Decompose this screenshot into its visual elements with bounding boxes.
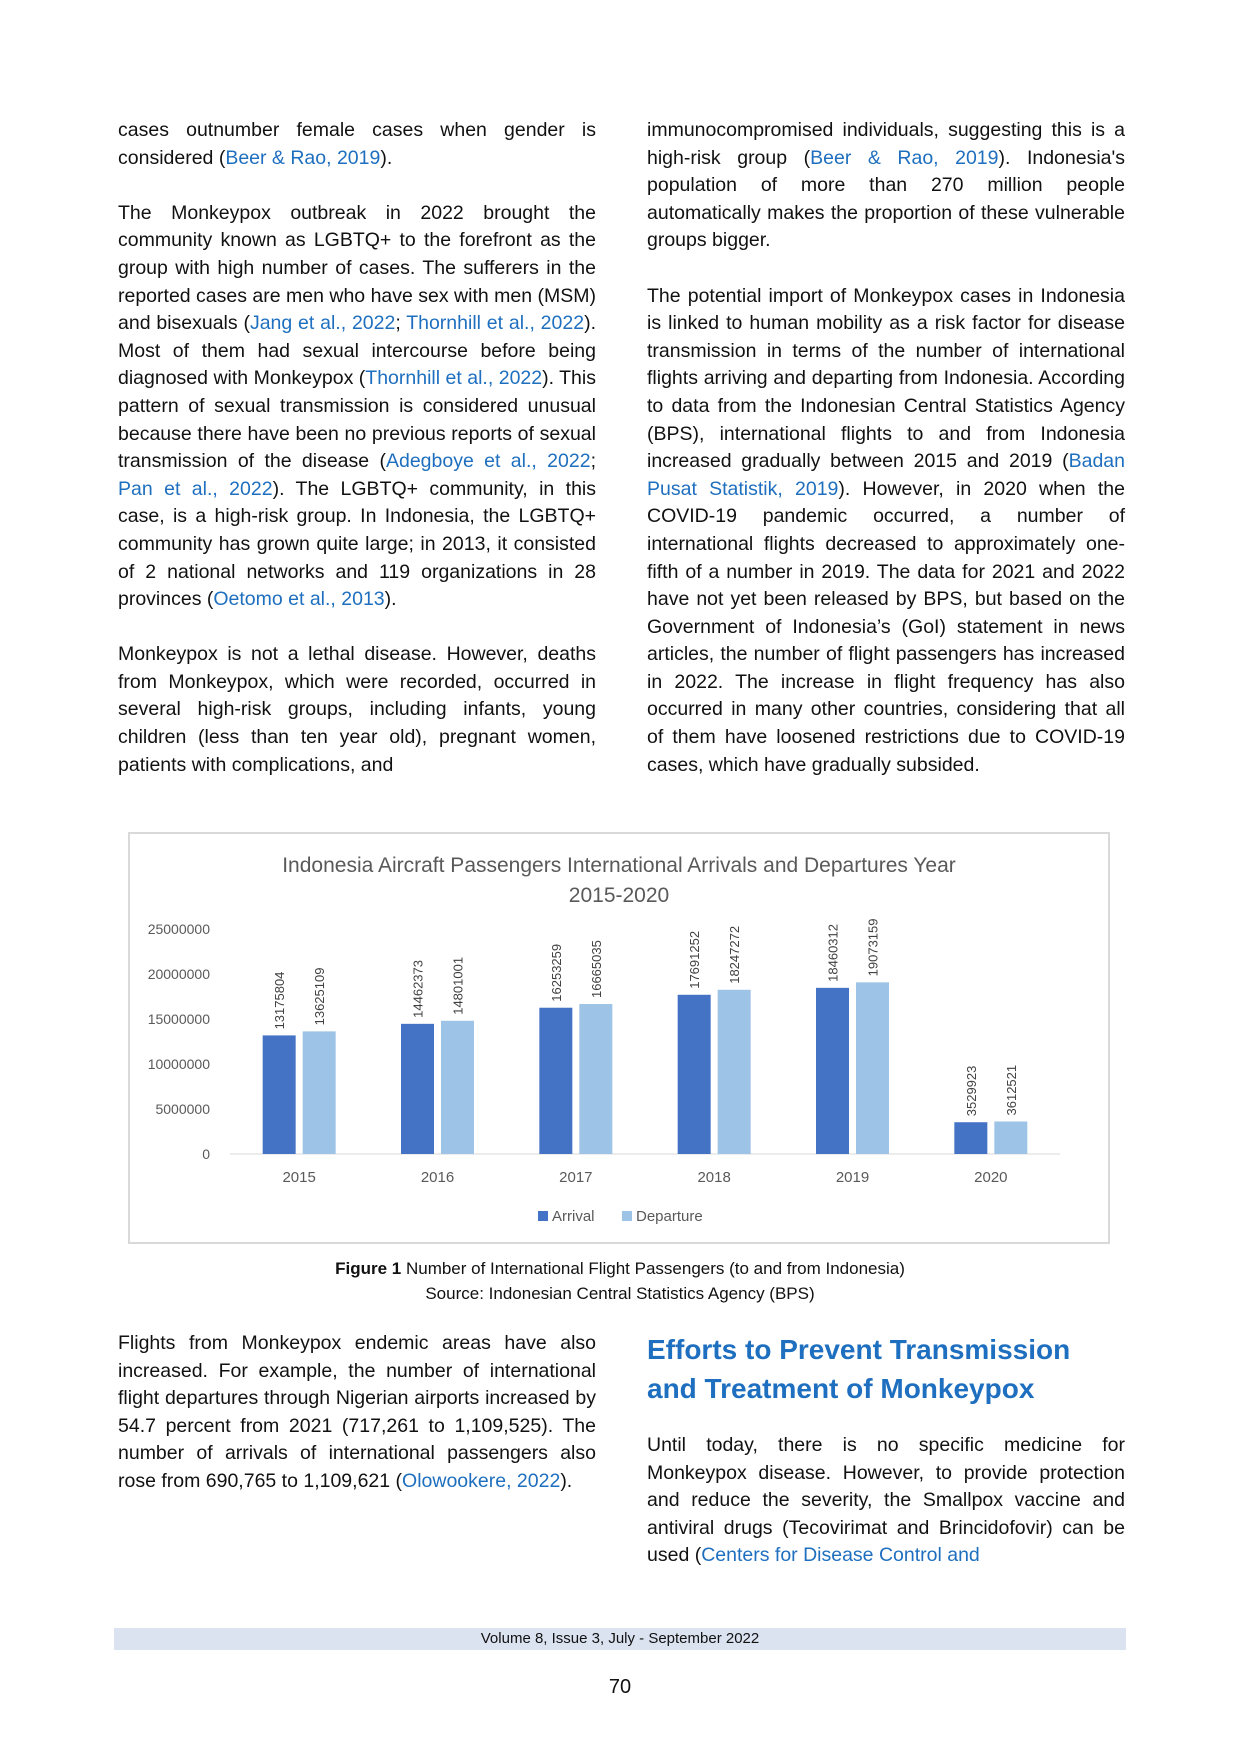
x-tick-label: 2019 <box>836 1169 869 1186</box>
data-label: 16253259 <box>549 944 564 1002</box>
bar-arrival <box>401 1023 434 1154</box>
bar-chart: Indonesia Aircraft Passengers Internatio… <box>148 854 1060 1225</box>
chart-title-line1: Indonesia Aircraft Passengers Internatio… <box>282 854 956 877</box>
citation-link[interactable]: Beer & Rao, 2019 <box>810 146 999 169</box>
citation-link[interactable]: Jang et al., 2022 <box>249 312 396 335</box>
legend-label: Arrival <box>552 1208 595 1225</box>
data-label: 13625109 <box>312 968 327 1026</box>
data-label: 13175804 <box>272 972 287 1030</box>
y-tick-label: 20000000 <box>148 966 211 982</box>
data-label: 14801001 <box>451 957 466 1015</box>
citation-link[interactable]: Centers for Disease Control and <box>701 1544 980 1567</box>
bar-departure <box>994 1121 1028 1154</box>
legend-swatch <box>538 1211 548 1221</box>
citation-link[interactable]: Beer & Rao, 2019 <box>225 146 381 169</box>
x-tick-label: 2018 <box>697 1169 730 1186</box>
data-label: 18460312 <box>826 924 841 982</box>
bar-departure <box>717 989 751 1154</box>
figure-label: Figure 1 <box>335 1259 402 1278</box>
citation-link[interactable]: Olowookere, 2022 <box>402 1469 561 1492</box>
paragraph: cases outnumber female cases when gender… <box>118 119 596 169</box>
paragraph: Until today, there is no specific medici… <box>647 1434 1125 1567</box>
bar-arrival <box>539 1007 573 1154</box>
right-column-top: immunocompromised individuals, suggestin… <box>647 117 1125 807</box>
data-label: 3612521 <box>1004 1065 1019 1116</box>
data-label: 18247272 <box>727 926 742 984</box>
citation-link[interactable]: Thornhill et al., 2022 <box>406 312 585 335</box>
figure-caption: Figure 1 Number of International Flight … <box>118 1256 1122 1281</box>
figure-caption-text: Number of International Flight Passenger… <box>401 1259 905 1278</box>
data-label: 16665035 <box>589 940 604 998</box>
bar-arrival <box>677 994 711 1154</box>
bar-arrival <box>954 1122 988 1154</box>
left-column-top: cases outnumber female cases when gender… <box>118 117 596 807</box>
right-column-bottom: Efforts to Prevent Transmission and Trea… <box>647 1330 1125 1598</box>
bar-arrival <box>262 1035 296 1154</box>
data-label: 17691252 <box>687 931 702 989</box>
y-tick-label: 15000000 <box>148 1011 211 1027</box>
paragraph: The potential import of Monkeypox cases … <box>647 284 1125 776</box>
data-label: 14462373 <box>411 960 426 1018</box>
data-label: 3529923 <box>964 1066 979 1117</box>
paragraph: Flights from Monkeypox endemic areas hav… <box>118 1332 596 1492</box>
citation-link[interactable]: Pan et al., 2022 <box>118 477 273 500</box>
paragraph: The Monkeypox outbreak in 2022 brought t… <box>118 201 597 611</box>
bar-departure <box>856 982 889 1154</box>
chart-title-line2: 2015-2020 <box>569 884 669 907</box>
x-tick-label: 2016 <box>421 1169 454 1186</box>
bar-departure <box>441 1020 474 1154</box>
section-heading: Efforts to Prevent Transmission and Trea… <box>647 1334 1071 1404</box>
x-tick-label: 2015 <box>282 1169 315 1186</box>
data-label: 19073159 <box>866 918 881 976</box>
x-tick-label: 2020 <box>974 1169 1007 1186</box>
paragraph: immunocompromised individuals, suggestin… <box>647 119 1125 252</box>
citation-link[interactable]: Adegboye et al., 2022 <box>385 450 591 473</box>
y-tick-label: 10000000 <box>148 1056 211 1072</box>
citation-link[interactable]: Thornhill et al., 2022 <box>365 367 543 390</box>
left-column-bottom: Flights from Monkeypox endemic areas hav… <box>118 1330 596 1523</box>
figure-source: Source: Indonesian Central Statistics Ag… <box>425 1284 815 1303</box>
page-number: 70 <box>608 1676 632 1698</box>
y-tick-label: 0 <box>202 1146 210 1162</box>
legend-label: Departure <box>636 1208 703 1225</box>
figure-chart-frame: Indonesia Aircraft Passengers Internatio… <box>128 832 1110 1244</box>
citation-link[interactable]: Oetomo et al., 2013 <box>213 588 385 611</box>
bar-arrival <box>816 987 849 1154</box>
paragraph: Monkeypox is not a lethal disease. Howev… <box>118 643 596 776</box>
y-tick-label: 5000000 <box>155 1101 210 1117</box>
journal-footer: Volume 8, Issue 3, July - September 2022 <box>114 1628 1126 1650</box>
legend-swatch <box>622 1211 632 1221</box>
bar-departure <box>302 1031 336 1154</box>
citation-link[interactable]: Badan Pusat Statistik, 2019 <box>647 450 1125 500</box>
y-tick-label: 25000000 <box>148 921 211 937</box>
x-tick-label: 2017 <box>559 1169 592 1186</box>
bar-departure <box>579 1004 613 1154</box>
